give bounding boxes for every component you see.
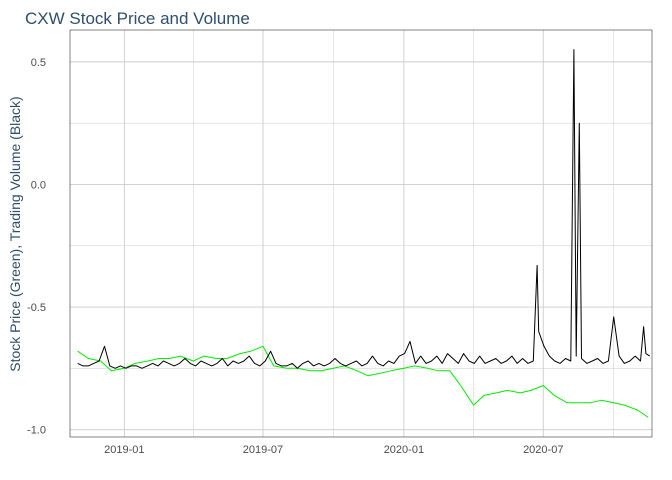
x-tick-label: 2020-07 xyxy=(523,444,563,456)
plot-panel-border xyxy=(69,29,653,438)
series-layer xyxy=(77,49,650,418)
y-tick-label: 0.0 xyxy=(31,179,46,191)
y-tick-label: -0.5 xyxy=(27,302,46,314)
y-tick-label: -1.0 xyxy=(27,425,46,437)
y-tick-labels: -1.0 -0.5 0.0 0.5 xyxy=(27,57,46,437)
x-tick-labels: 2019-01 2019-07 2020-01 2020-07 xyxy=(104,444,563,456)
y-tick-label: 0.5 xyxy=(31,57,46,69)
grid xyxy=(70,30,652,437)
x-tick-label: 2020-01 xyxy=(384,444,424,456)
y-axis-label: Stock Price (Green), Trading Volume (Bla… xyxy=(7,96,23,371)
x-tick-label: 2019-01 xyxy=(104,444,144,456)
volume-series-line xyxy=(77,49,650,369)
x-tick-label: 2019-07 xyxy=(243,444,283,456)
price-series-line xyxy=(77,345,649,418)
chart-title: CXW Stock Price and Volume xyxy=(25,9,250,28)
